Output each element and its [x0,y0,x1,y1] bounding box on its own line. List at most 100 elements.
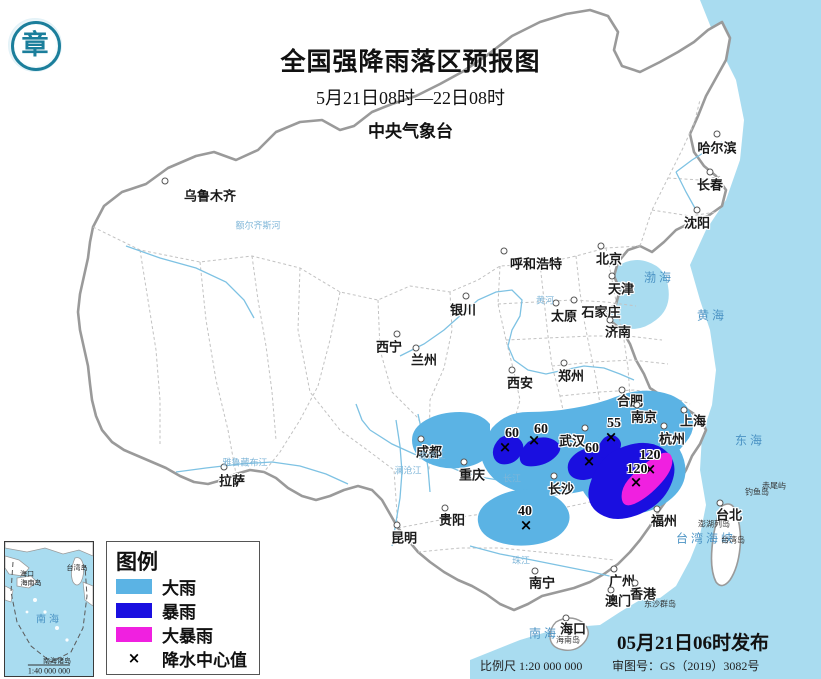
city-label: 重庆 [458,467,486,483]
city-dot [562,614,570,622]
river-label: 额尔齐斯河 [235,220,281,231]
logo-glyph: 章 [21,29,49,61]
city-label: 福州 [650,513,678,529]
city-dot [660,422,668,430]
rain-center-value: 55 [607,416,621,431]
river-label: 长江 [502,473,522,484]
island-label: 台湾岛 [721,535,745,545]
city-label: 长春 [696,177,724,193]
city-dot [550,472,558,480]
city-dot [693,206,701,214]
issuing-organization: 中央气象台 [368,122,453,141]
city-label: 西安 [506,375,534,391]
inset-label: 南海 [36,614,62,626]
city-label: 北京 [595,251,623,267]
south-china-sea-inset-map: 海口 海南岛 台湾岛 南海 南海诸岛 1:40 000 000 [4,541,94,677]
inset-label: 台湾岛 [66,564,88,572]
cma-dragon-logo: 章 [8,18,62,72]
city-label: 沈阳 [683,215,711,231]
city-dot [680,406,688,414]
rain-center-value: 40 [518,504,532,519]
city-label: 郑州 [557,368,585,384]
map-review-number: 审图号：GS（2019）3082号 [612,659,760,673]
city-dot [161,177,169,185]
legend-label: 降水中心值 [162,650,247,670]
island-label: 赤尾屿 [762,481,786,491]
legend-swatch [116,578,152,594]
city-dot [607,586,615,594]
rain-center-value: 60 [505,426,519,441]
rain-center-value: 120 [626,462,648,477]
legend-item: 大暴雨 [116,624,213,646]
legend-label: 大雨 [162,578,196,598]
city-label: 香港 [629,586,657,602]
city-label: 南京 [630,409,658,425]
city-dot [716,499,724,507]
city-label: 贵阳 [438,512,466,528]
rain-center-value: 60 [534,422,548,437]
city-dot [508,366,516,374]
city-dot [412,344,420,352]
rain-center-x-icon: × [519,516,533,534]
city-label: 海口 [559,621,587,637]
river-label: 澜沧江 [394,465,422,476]
page-title: 全国强降雨落区预报图 [280,49,541,76]
city-dot [631,579,639,587]
city-dot [618,386,626,394]
legend-swatch [116,626,152,642]
inset-label: 南海诸岛 [43,657,71,665]
city-label: 广州 [608,573,636,589]
island-label: 钓鱼岛 [745,487,769,497]
sea-label: 渤海 [643,270,675,285]
sea-label: 黄海 [696,308,728,323]
river-label: 金沙江 [418,450,446,461]
rain-center-x-icon: × [629,473,643,491]
rain-center-x-icon: × [498,438,512,456]
city-dot [560,359,568,367]
city-dot [610,565,618,573]
city-dot [713,130,721,138]
city-label: 长沙 [547,481,575,497]
city-label: 昆明 [390,530,418,546]
island-label: 东沙群岛 [644,599,676,609]
city-label: 上海 [679,413,707,429]
city-dot [552,299,560,307]
sea-label: 台湾海峡 [675,531,737,546]
rain-center-x-icon: × [582,452,596,470]
river-label: 雅鲁藏布江 [222,457,268,468]
sea-label: 东海 [734,433,766,448]
city-label: 西宁 [375,339,403,355]
sea-label: 南海 [528,626,560,641]
city-label: 石家庄 [581,304,621,320]
legend-label: 暴雨 [162,602,196,622]
city-dot [570,296,578,304]
city-dot [531,567,539,575]
rain-area-severe [621,452,673,506]
river-label: 珠江 [511,555,531,566]
city-dot [608,272,616,280]
city-dot [581,424,589,432]
city-dot [220,463,228,471]
city-label: 银川 [449,302,477,318]
city-label: 武汉 [558,433,586,449]
city-dot [441,504,449,512]
city-label: 拉萨 [218,473,246,489]
island-label: 海南岛 [556,635,580,645]
city-dot [653,505,661,513]
city-label: 天津 [607,281,635,297]
city-label: 兰州 [410,352,438,368]
city-label: 济南 [604,324,632,340]
city-label: 台北 [715,507,743,523]
legend-swatch [116,602,152,618]
rain-center-value: 60 [585,441,599,456]
logo-ring [11,21,61,71]
city-dot [462,292,470,300]
rain-center-value: 120 [639,448,661,463]
city-dot [606,316,614,324]
city-dot [633,401,641,409]
city-label: 太原 [550,308,578,324]
issue-time: 05月21日06时发布 [616,633,769,654]
city-dot [393,521,401,529]
